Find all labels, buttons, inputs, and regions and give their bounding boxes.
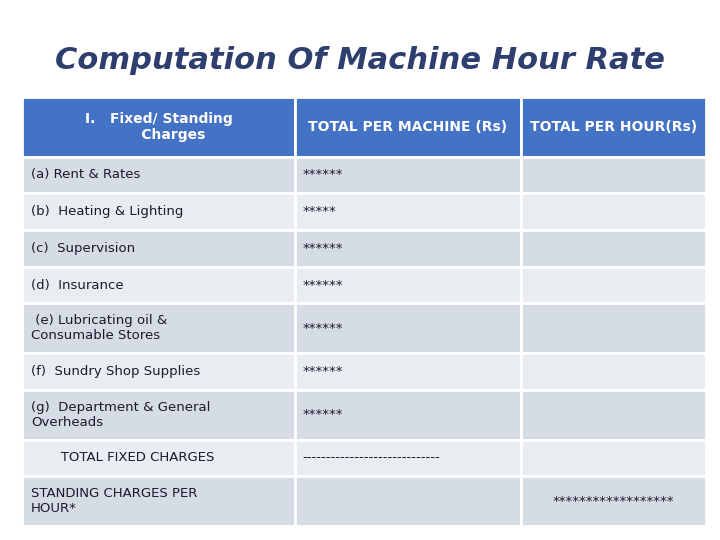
FancyBboxPatch shape (22, 303, 295, 353)
FancyBboxPatch shape (295, 303, 521, 353)
Text: ******: ****** (302, 408, 343, 421)
Text: ******: ****** (302, 168, 343, 181)
FancyBboxPatch shape (22, 193, 295, 230)
Text: TOTAL FIXED CHARGES: TOTAL FIXED CHARGES (31, 451, 215, 464)
FancyBboxPatch shape (22, 157, 295, 193)
Text: ******: ****** (302, 242, 343, 255)
Text: STANDING CHARGES PER
HOUR*: STANDING CHARGES PER HOUR* (31, 487, 197, 515)
FancyBboxPatch shape (22, 353, 295, 390)
FancyBboxPatch shape (295, 157, 521, 193)
FancyBboxPatch shape (521, 353, 706, 390)
FancyBboxPatch shape (22, 390, 295, 440)
Text: TOTAL PER HOUR(Rs): TOTAL PER HOUR(Rs) (530, 120, 697, 134)
FancyBboxPatch shape (521, 97, 706, 157)
FancyBboxPatch shape (22, 476, 295, 526)
Text: I.   Fixed/ Standing
      Charges: I. Fixed/ Standing Charges (84, 112, 233, 142)
Text: ******: ****** (302, 365, 343, 378)
Text: (d)  Insurance: (d) Insurance (31, 279, 124, 292)
FancyBboxPatch shape (295, 390, 521, 440)
FancyBboxPatch shape (295, 267, 521, 303)
FancyBboxPatch shape (22, 97, 295, 157)
Text: ******: ****** (302, 279, 343, 292)
FancyBboxPatch shape (521, 440, 706, 476)
FancyBboxPatch shape (22, 267, 295, 303)
Text: (a) Rent & Rates: (a) Rent & Rates (31, 168, 140, 181)
FancyBboxPatch shape (521, 476, 706, 526)
FancyBboxPatch shape (295, 476, 521, 526)
Text: ******************: ****************** (552, 495, 674, 508)
FancyBboxPatch shape (295, 440, 521, 476)
Text: Computation Of Machine Hour Rate: Computation Of Machine Hour Rate (55, 46, 665, 75)
Text: (f)  Sundry Shop Supplies: (f) Sundry Shop Supplies (31, 365, 200, 378)
Text: (e) Lubricating oil &
Consumable Stores: (e) Lubricating oil & Consumable Stores (31, 314, 167, 342)
Text: -----------------------------: ----------------------------- (302, 451, 440, 464)
FancyBboxPatch shape (521, 303, 706, 353)
FancyBboxPatch shape (22, 230, 295, 267)
FancyBboxPatch shape (521, 390, 706, 440)
FancyBboxPatch shape (521, 267, 706, 303)
Text: TOTAL PER MACHINE (Rs): TOTAL PER MACHINE (Rs) (308, 120, 508, 134)
FancyBboxPatch shape (295, 230, 521, 267)
Text: ******: ****** (302, 322, 343, 335)
Text: (c)  Supervision: (c) Supervision (31, 242, 135, 255)
Text: (g)  Department & General
Overheads: (g) Department & General Overheads (31, 401, 210, 429)
FancyBboxPatch shape (521, 157, 706, 193)
FancyBboxPatch shape (295, 353, 521, 390)
FancyBboxPatch shape (295, 97, 521, 157)
FancyBboxPatch shape (22, 440, 295, 476)
FancyBboxPatch shape (521, 193, 706, 230)
FancyBboxPatch shape (521, 230, 706, 267)
Text: *****: ***** (302, 205, 336, 218)
Text: (b)  Heating & Lighting: (b) Heating & Lighting (31, 205, 184, 218)
FancyBboxPatch shape (295, 193, 521, 230)
